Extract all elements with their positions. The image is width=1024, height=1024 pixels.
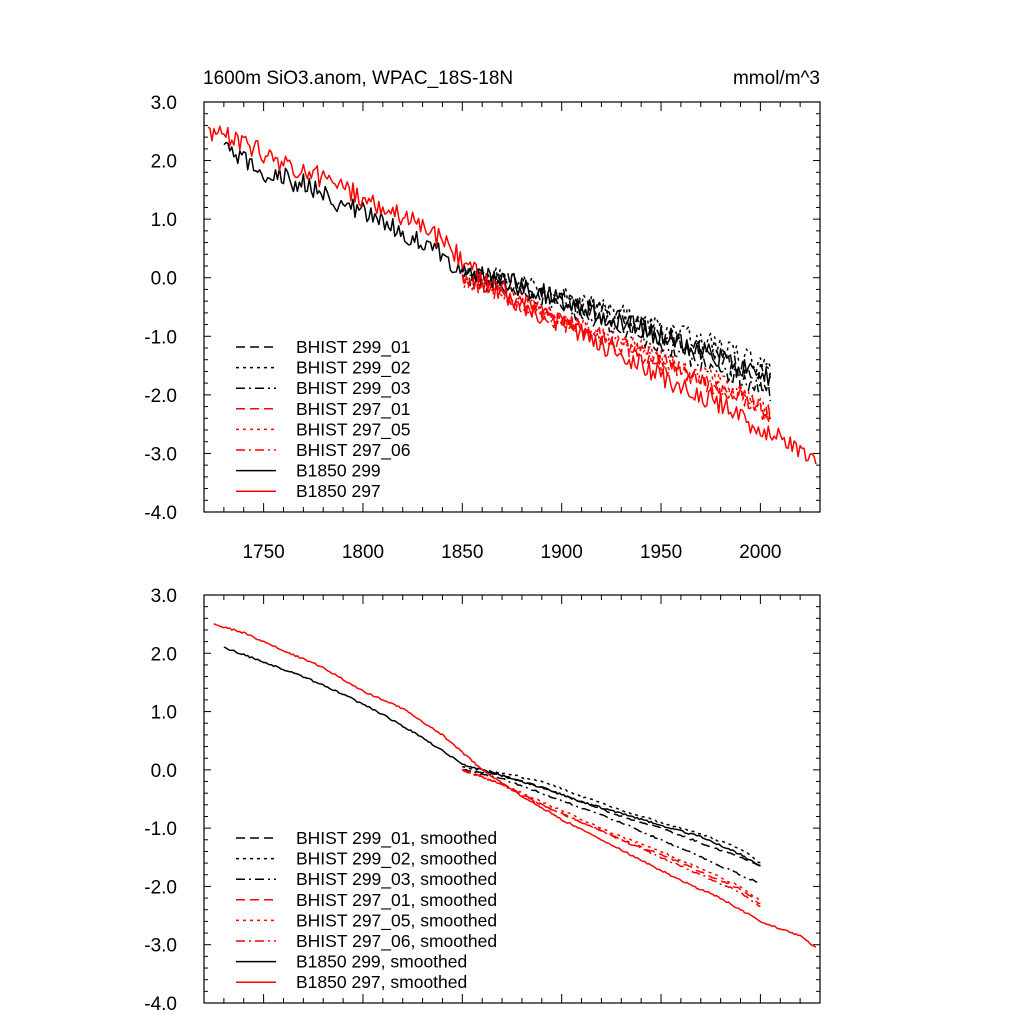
legend-label-5: BHIST 297_06 [296, 440, 410, 461]
legend-label-7: B1850 297, smoothed [296, 972, 467, 992]
legend-label-3: BHIST 297_01 [296, 399, 410, 420]
legend-label-4: BHIST 297_05, smoothed [296, 910, 497, 931]
series-line-6 [223, 646, 761, 867]
y-tick-label: -1.0 [144, 819, 177, 840]
y-tick-label: 1.0 [151, 703, 177, 724]
legend-label-7: B1850 297 [296, 481, 381, 501]
y-tick-label: 0.0 [151, 761, 177, 782]
x-tick-label: 1800 [342, 542, 384, 563]
x-tick-label: 2000 [739, 542, 781, 563]
legend-label-1: BHIST 299_02, smoothed [296, 849, 497, 870]
y-tick-label: 3.0 [151, 586, 177, 607]
series-line-4 [461, 768, 761, 902]
legend-label-3: BHIST 297_01, smoothed [296, 890, 497, 911]
top-panel: 3.0 2.0 1.0 0.0 -1.0 -2.0 -3.0 -4.0 1750 1800 1850… [144, 93, 821, 563]
chart-title: 1600m SiO3.anom, WPAC_18S-18N [203, 68, 513, 89]
y-tick-label: -2.0 [144, 386, 177, 407]
bottom-panel: 3.0 2.0 1.0 0.0 -1.0 -2.0 -3.0 -4.0 BHIST 299_01… [144, 586, 821, 1015]
y-tick-label: -1.0 [144, 327, 177, 348]
series-line-1 [462, 765, 761, 864]
y-tick-label: -2.0 [144, 877, 177, 898]
x-tick-label: 1750 [242, 542, 284, 563]
y-tick-label: -3.0 [144, 444, 177, 465]
y-tick-label: 1.0 [151, 210, 177, 231]
legend-label-4: BHIST 297_05 [296, 419, 410, 440]
legend-label-1: BHIST 299_02 [296, 358, 410, 379]
x-tick-label: 1900 [541, 542, 583, 563]
series-line-2 [461, 768, 761, 884]
legend-label-0: BHIST 299_01 [296, 337, 410, 358]
plot-frame [203, 101, 821, 513]
plot-frame [203, 594, 821, 1004]
legend-label-0: BHIST 299_01, smoothed [296, 828, 497, 849]
legend-label-6: B1850 299 [296, 461, 381, 481]
series-line-4 [461, 274, 772, 419]
y-tick-label: -4.0 [144, 503, 177, 524]
legend-label-2: BHIST 299_03, smoothed [296, 869, 497, 890]
legend-label-2: BHIST 299_03 [296, 378, 410, 399]
legend-label-6: B1850 299, smoothed [296, 952, 467, 972]
series-line-7 [207, 125, 817, 465]
y-tick-label: -4.0 [144, 994, 177, 1015]
series-line-7 [213, 623, 817, 948]
y-tick-label: 2.0 [151, 152, 177, 173]
y-tick-label: 2.0 [151, 644, 177, 665]
x-tick-label: 1950 [640, 542, 682, 563]
y-tick-label: 3.0 [151, 93, 177, 114]
y-tick-label: 0.0 [151, 269, 177, 290]
units-label: mmol/m^3 [733, 68, 820, 89]
y-tick-label: -3.0 [144, 936, 177, 957]
x-tick-label: 1850 [441, 542, 483, 563]
legend-label-5: BHIST 297_06, smoothed [296, 931, 497, 952]
